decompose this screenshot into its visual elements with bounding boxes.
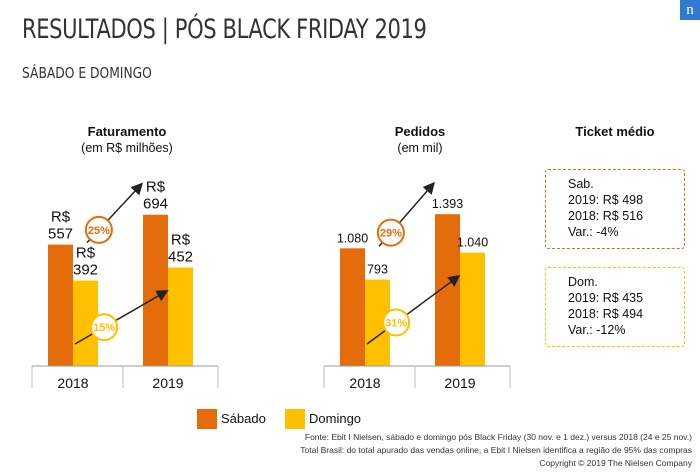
ticket-box-domingo: Dom. 2019: R$ 435 2018: R$ 494 Var.: -12…: [545, 267, 685, 347]
data-label: R$: [146, 179, 166, 196]
bar-domingo-2019: [460, 252, 485, 366]
growth-badge: [90, 313, 119, 342]
ticket-sab-line: Sab.: [568, 177, 594, 191]
data-label: R$: [76, 245, 96, 262]
data-label: 694: [143, 196, 168, 213]
growth-badge: [382, 308, 411, 337]
ticket-sab-line: Var.: -4%: [568, 225, 619, 239]
bar-sabado-2018: [340, 248, 365, 366]
growth-arrow: [74, 289, 169, 345]
legend-swatch-domingo: [285, 409, 305, 429]
data-label: R$: [51, 209, 71, 226]
data-label: R$: [171, 231, 191, 248]
growth-label: 29%: [380, 228, 402, 240]
bar-domingo-2019: [168, 267, 193, 366]
legend-swatch-sabado: [197, 409, 217, 429]
chart-pedidos-subtitle: (em mil): [397, 141, 443, 155]
chart-pedidos-title: Pedidos: [394, 124, 446, 139]
ticket-sab-line: 2018: R$ 516: [568, 209, 644, 223]
page-subtitle: SÁBADO E DOMINGO: [22, 64, 152, 82]
growth-label: 25%: [88, 225, 110, 237]
data-label: 1.080: [337, 231, 368, 245]
page-title: RESULTADOS | PÓS BLACK FRIDAY 2019: [22, 14, 427, 45]
growth-label: 31%: [385, 317, 407, 329]
ticket-box-sabado: Sab. 2019: R$ 498 2018: R$ 516 Var.: -4%: [545, 169, 685, 249]
ticket-dom-line: Dom.: [568, 275, 598, 289]
x-tick-label: 2019: [152, 375, 183, 391]
legend-label-domingo: Domingo: [309, 411, 362, 426]
logo-text: n: [686, 2, 694, 18]
x-tick-label: 2018: [349, 375, 380, 391]
chart-faturamento-subtitle: (em R$ milhões): [81, 141, 173, 155]
source-note-2: Total Brasil: do total apurado das venda…: [300, 445, 692, 455]
data-label: 557: [48, 226, 73, 243]
data-label: 1.393: [432, 197, 463, 211]
legend-label-sabado: Sábado: [221, 411, 266, 426]
copyright: Copyright © 2019 The Nielsen Company: [539, 458, 692, 468]
chart-pedidos: 1.080 1.393 793 1.040 2018 2019 29% 31%: [323, 181, 511, 391]
ticket-title: Ticket médio: [575, 124, 655, 139]
x-tick-label: 2019: [444, 375, 475, 391]
growth-badge: [376, 218, 405, 247]
source-note-1: Fonte: Ebit I Nielsen, sábado e domingo …: [304, 432, 692, 442]
growth-label: 15%: [93, 322, 115, 334]
ticket-dom-line: 2019: R$ 435: [568, 291, 644, 305]
data-label: 392: [73, 262, 98, 279]
ticket-sab-line: 2019: R$ 498: [568, 193, 644, 207]
data-label: 793: [367, 263, 388, 277]
growth-arrow: [366, 274, 461, 345]
data-label: 1.040: [457, 236, 488, 250]
ticket-dom-line: 2018: R$ 494: [568, 307, 644, 321]
ticket-dom-line: Var.: -12%: [568, 323, 626, 337]
data-label: 452: [168, 248, 193, 265]
bar-sabado-2018: [48, 244, 73, 366]
chart-faturamento-title: Faturamento: [87, 124, 167, 139]
x-tick-label: 2018: [57, 375, 88, 391]
growth-badge: [84, 215, 113, 244]
bar-sabado-2019: [143, 214, 168, 366]
nielsen-logo: n: [680, 0, 700, 20]
